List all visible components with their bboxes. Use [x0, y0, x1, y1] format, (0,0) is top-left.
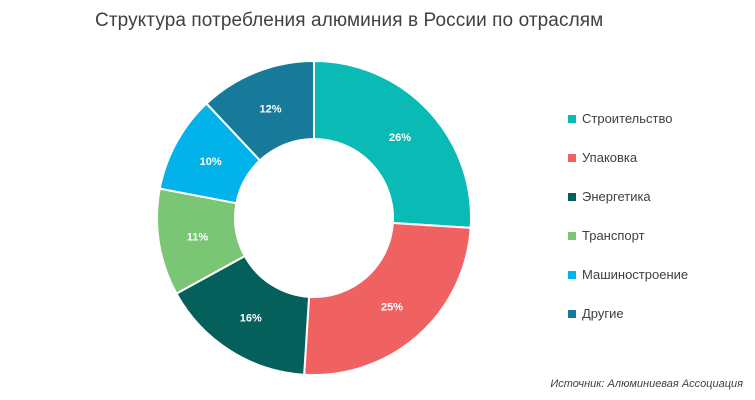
legend-swatch — [568, 309, 576, 318]
chart-title: Структура потребления алюминия в России … — [95, 10, 604, 31]
slice-label-5: 10% — [200, 156, 222, 168]
slice-label-3: 16% — [240, 313, 262, 325]
legend-item: Машиностроение — [568, 255, 688, 294]
legend-item: Энергетика — [568, 177, 688, 216]
slice-label-1: 26% — [389, 132, 411, 144]
legend-item: Упаковка — [568, 138, 688, 177]
legend-label: Упаковка — [582, 150, 638, 165]
slice-3 — [175, 254, 311, 376]
slice-6 — [205, 59, 315, 162]
slice-label-2: 25% — [381, 302, 403, 314]
legend-swatch — [568, 114, 576, 123]
legend-label: Строительство — [582, 111, 673, 126]
slice-label-6: 12% — [260, 103, 282, 115]
legend-swatch — [568, 231, 576, 240]
legend-swatch — [568, 270, 576, 279]
legend-item: Строительство — [568, 99, 688, 138]
legend-swatch — [568, 192, 576, 201]
source-note: Источник: Алюминиевая Ассоциация — [550, 378, 743, 390]
legend-swatch — [568, 153, 576, 162]
legend-label: Транспорт — [582, 228, 645, 243]
slice-1 — [313, 59, 472, 229]
slice-2 — [303, 221, 472, 376]
slice-label-4: 11% — [187, 231, 209, 243]
legend-label: Машиностроение — [582, 267, 689, 282]
legend-label: Другие — [582, 306, 624, 321]
legend-item: Другие — [568, 294, 688, 333]
legend-item: Транспорт — [568, 216, 688, 255]
chart-legend: Строительство Упаковка Энергетика Транспорт… — [568, 99, 688, 333]
legend-label: Энергетика — [582, 189, 651, 204]
